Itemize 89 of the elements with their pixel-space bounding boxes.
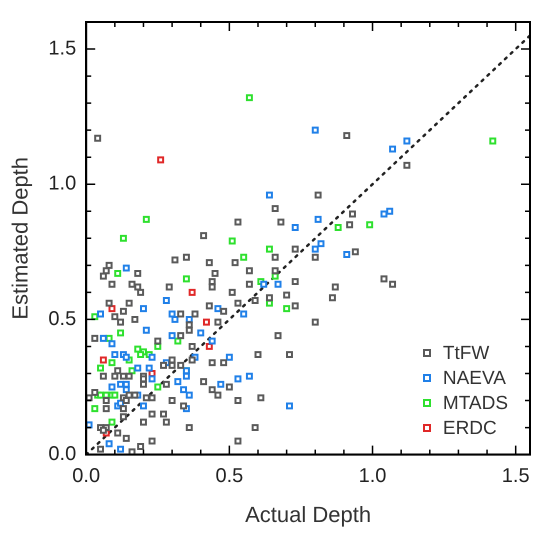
x-tick-label: 0.0: [72, 465, 100, 488]
point: [106, 440, 113, 448]
point: [168, 332, 176, 340]
point: [120, 234, 127, 242]
y-axis-title: Estimated Depth: [7, 156, 32, 320]
point: [154, 384, 162, 390]
point: [386, 208, 394, 215]
point: [100, 334, 107, 342]
point: [314, 216, 322, 223]
point: [312, 246, 319, 253]
point: [100, 356, 107, 364]
point: [234, 375, 242, 382]
point: [312, 126, 319, 134]
point: [108, 384, 116, 390]
point: [246, 372, 253, 380]
y-tick-label: 1.5: [48, 38, 76, 60]
point: [148, 354, 156, 361]
point: [246, 94, 253, 102]
point: [108, 418, 116, 426]
point: [162, 297, 170, 304]
point: [489, 137, 496, 144]
point: [97, 310, 104, 318]
point: [182, 275, 190, 282]
point: [180, 386, 188, 394]
point: [117, 329, 124, 336]
point: [182, 372, 190, 380]
point: [142, 216, 150, 223]
point: [366, 221, 374, 228]
point: [108, 359, 116, 366]
point: [108, 305, 116, 312]
point: [274, 280, 282, 288]
point: [380, 210, 388, 218]
point: [389, 146, 396, 153]
point: [240, 310, 248, 318]
x-tick-label: 0.5: [215, 465, 244, 488]
point: [122, 354, 130, 361]
point: [206, 342, 213, 350]
legend-label: MTADS: [442, 392, 508, 416]
point: [208, 338, 216, 345]
point: [108, 340, 116, 348]
point: [283, 305, 290, 312]
point: [111, 351, 118, 358]
point: [228, 238, 236, 244]
point: [122, 264, 130, 272]
y-tick-label: 1.0: [48, 172, 76, 195]
point: [111, 392, 118, 399]
point: [292, 224, 299, 231]
point: [142, 326, 150, 334]
point: [137, 351, 144, 358]
x-tick-label: 1.5: [502, 465, 530, 488]
point: [260, 280, 268, 288]
point: [146, 364, 153, 372]
legend-label: TtFW: [442, 342, 490, 366]
point: [214, 305, 222, 312]
point: [148, 375, 156, 382]
point: [240, 254, 248, 261]
point: [266, 246, 273, 253]
y-tick-label: 0.0: [48, 443, 76, 466]
point: [266, 192, 273, 199]
legend-label: NAEVA: [442, 366, 506, 391]
point: [140, 305, 147, 312]
point: [343, 251, 350, 258]
point: [334, 224, 342, 231]
point: [171, 316, 178, 323]
legend-label: ERDC: [442, 416, 497, 441]
point: [117, 446, 124, 453]
point: [186, 392, 193, 399]
point: [226, 354, 233, 361]
point: [91, 405, 98, 412]
x-axis-title: Actual Depth: [245, 502, 372, 527]
y-tick-label: 0.5: [48, 308, 76, 330]
point: [174, 338, 182, 345]
point: [114, 270, 122, 277]
x-tick-label: 1.0: [358, 465, 386, 488]
point: [97, 364, 104, 372]
point: [318, 240, 324, 248]
point: [217, 380, 224, 388]
point: [197, 329, 204, 336]
point: [202, 318, 210, 326]
point: [188, 288, 196, 296]
point: [157, 156, 164, 164]
point: [286, 402, 293, 410]
point: [140, 402, 147, 410]
point: [403, 137, 410, 144]
point: [174, 378, 182, 386]
point: [122, 386, 130, 394]
point: [134, 364, 142, 372]
point: [117, 380, 124, 388]
point: [168, 310, 176, 318]
